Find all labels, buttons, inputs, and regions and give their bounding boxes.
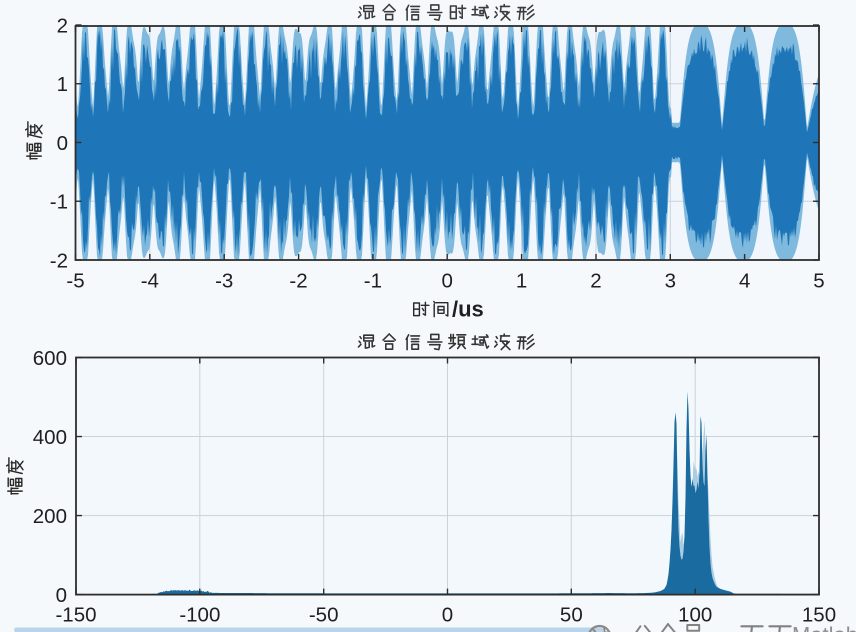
svg-text:-1: -1 — [50, 191, 68, 214]
svg-text:-5: -5 — [66, 270, 84, 293]
svg-text:-2: -2 — [50, 249, 68, 272]
svg-text:Matlab: Matlab — [792, 623, 856, 632]
svg-text:-1: -1 — [364, 270, 382, 293]
svg-text:5: 5 — [813, 270, 824, 293]
svg-text:600: 600 — [33, 347, 67, 370]
svg-text:400: 400 — [33, 426, 67, 449]
svg-text:-4: -4 — [141, 270, 159, 293]
svg-text:4: 4 — [739, 270, 750, 293]
svg-text:-3: -3 — [215, 270, 233, 293]
svg-text:150: 150 — [802, 604, 836, 627]
svg-text:0: 0 — [56, 584, 67, 607]
svg-text:2: 2 — [590, 270, 601, 293]
svg-text:1: 1 — [516, 270, 527, 293]
svg-text:1: 1 — [57, 73, 68, 96]
svg-text:0: 0 — [57, 132, 68, 155]
svg-text:200: 200 — [33, 505, 67, 528]
svg-text:-2: -2 — [289, 270, 307, 293]
svg-text:/us: /us — [452, 297, 484, 322]
svg-text:-50: -50 — [309, 604, 339, 627]
svg-text:-100: -100 — [179, 604, 220, 627]
svg-text:3: 3 — [665, 270, 676, 293]
svg-text:0: 0 — [442, 604, 453, 627]
svg-text:100: 100 — [678, 604, 712, 627]
svg-text:50: 50 — [560, 604, 583, 627]
svg-text:-150: -150 — [55, 604, 96, 627]
svg-text:0: 0 — [442, 270, 453, 293]
svg-text:2: 2 — [57, 14, 68, 37]
